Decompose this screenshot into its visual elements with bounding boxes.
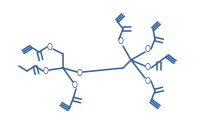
Text: O: O — [47, 43, 53, 51]
Text: O: O — [118, 37, 124, 46]
Text: O: O — [43, 67, 49, 76]
Text: O: O — [77, 69, 83, 77]
Text: O: O — [72, 81, 78, 91]
Text: O: O — [145, 77, 151, 86]
Text: O: O — [145, 44, 151, 53]
Text: O: O — [145, 63, 151, 72]
